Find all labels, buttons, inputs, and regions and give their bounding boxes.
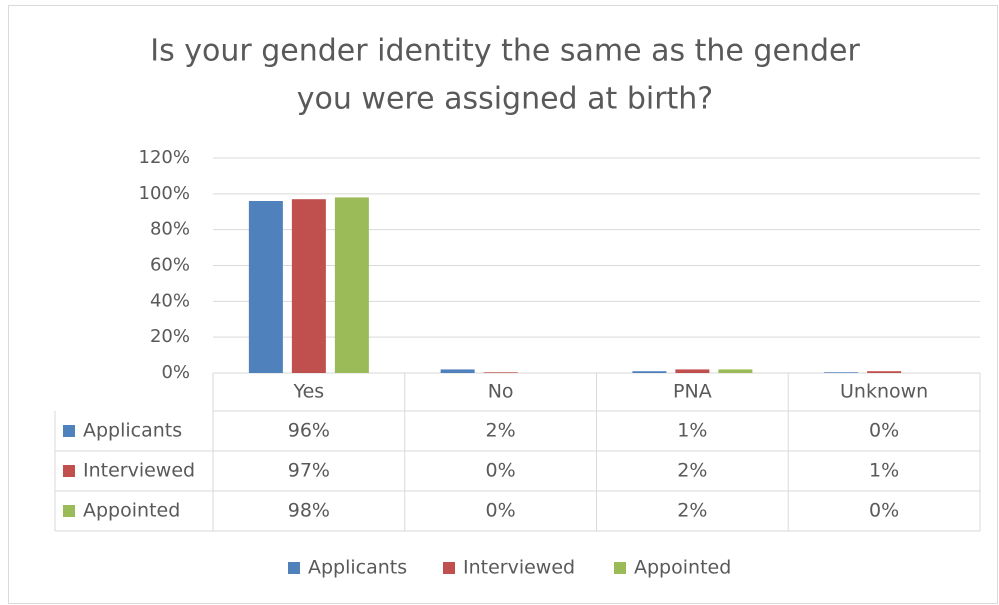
y-tick-label: 0% <box>161 362 190 383</box>
y-tick-label: 100% <box>139 183 190 204</box>
bar <box>675 369 710 373</box>
table-cell: 0% <box>869 500 899 522</box>
table-cell: 2% <box>677 500 707 522</box>
chart-border <box>8 5 998 604</box>
table-cell: 98% <box>288 500 330 522</box>
table-row-label: Interviewed <box>83 460 195 482</box>
chart-title: Is your gender identity the same as the … <box>150 34 860 69</box>
y-tick-label: 60% <box>150 255 190 276</box>
table-cell: 97% <box>288 460 330 482</box>
bar <box>291 199 326 373</box>
table-cell: 0% <box>486 460 516 482</box>
bar <box>824 372 859 373</box>
bar <box>483 372 518 373</box>
table-cell: 0% <box>486 500 516 522</box>
table-cell: 2% <box>486 420 516 442</box>
y-tick-label: 40% <box>150 290 190 311</box>
x-tick-label: Unknown <box>840 381 928 403</box>
bar <box>718 369 753 373</box>
legend-swatch <box>288 562 300 574</box>
x-tick-label: Yes <box>293 381 325 403</box>
table-legend-key <box>63 465 75 477</box>
legend-swatch <box>614 562 626 574</box>
y-tick-label: 80% <box>150 219 190 240</box>
table-cell: 96% <box>288 420 330 442</box>
table-row-label: Appointed <box>83 500 180 522</box>
table-cell: 0% <box>869 420 899 442</box>
bar <box>248 201 283 373</box>
y-tick-label: 20% <box>150 326 190 347</box>
bar <box>440 369 475 373</box>
chart-title: you were assigned at birth? <box>297 82 713 117</box>
y-tick-label: 120% <box>139 147 190 168</box>
legend-label: Interviewed <box>463 557 575 579</box>
legend-label: Appointed <box>634 557 731 579</box>
x-tick-label: No <box>488 381 514 403</box>
legend-swatch <box>443 562 455 574</box>
table-legend-key <box>63 505 75 517</box>
x-tick-label: PNA <box>673 381 712 403</box>
table-row-label: Applicants <box>83 420 182 442</box>
table-cell: 2% <box>677 460 707 482</box>
table-legend-key <box>63 425 75 437</box>
bar <box>632 371 667 373</box>
table-cell: 1% <box>677 420 707 442</box>
bar <box>334 197 369 373</box>
bar <box>867 371 902 373</box>
legend-label: Applicants <box>308 557 407 579</box>
table-cell: 1% <box>869 460 899 482</box>
